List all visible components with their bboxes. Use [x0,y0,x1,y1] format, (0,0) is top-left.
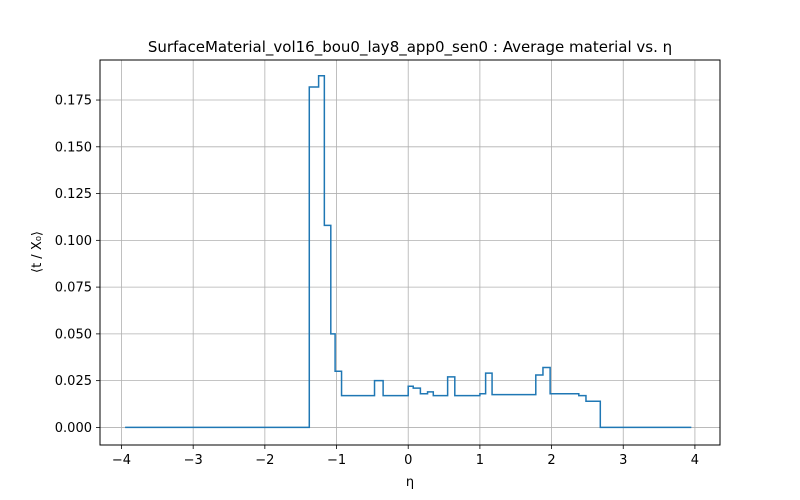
x-axis: −4 −3 −2 −1 0 1 2 3 4 [112,445,699,468]
x-tick-label: −3 [184,453,203,468]
grid [100,60,720,445]
plot-frame [99,59,721,446]
x-tick-label: −1 [327,453,346,468]
x-axis-title: η [406,475,414,490]
x-tick-label: 4 [691,453,699,468]
x-tick-label: −2 [255,453,274,468]
x-tick-label: 2 [547,453,555,468]
y-tick-label: 0.050 [55,327,92,342]
y-tick-label: 0.075 [55,281,92,296]
y-tick-label: 0.150 [55,140,92,155]
y-axis-title: ⟨t / X₀⟩ [30,231,45,273]
y-tick-label: 0.175 [55,94,92,109]
y-tick-label: 0.025 [55,374,92,389]
y-tick-label: 0.125 [55,187,92,202]
chart-title: SurfaceMaterial_vol16_bou0_lay8_app0_sen… [148,38,672,57]
y-tick-label: 0.100 [55,234,92,249]
x-tick-label: 3 [619,453,627,468]
x-tick-label: −4 [112,453,131,468]
x-tick-label: 0 [404,453,412,468]
series-group [125,74,692,429]
y-tick-label: 0.000 [55,421,92,436]
x-tick-label: 1 [476,453,484,468]
y-axis: 0.000 0.025 0.050 0.075 0.100 0.125 0.150 0.175 [55,94,100,436]
series-line [125,74,692,429]
